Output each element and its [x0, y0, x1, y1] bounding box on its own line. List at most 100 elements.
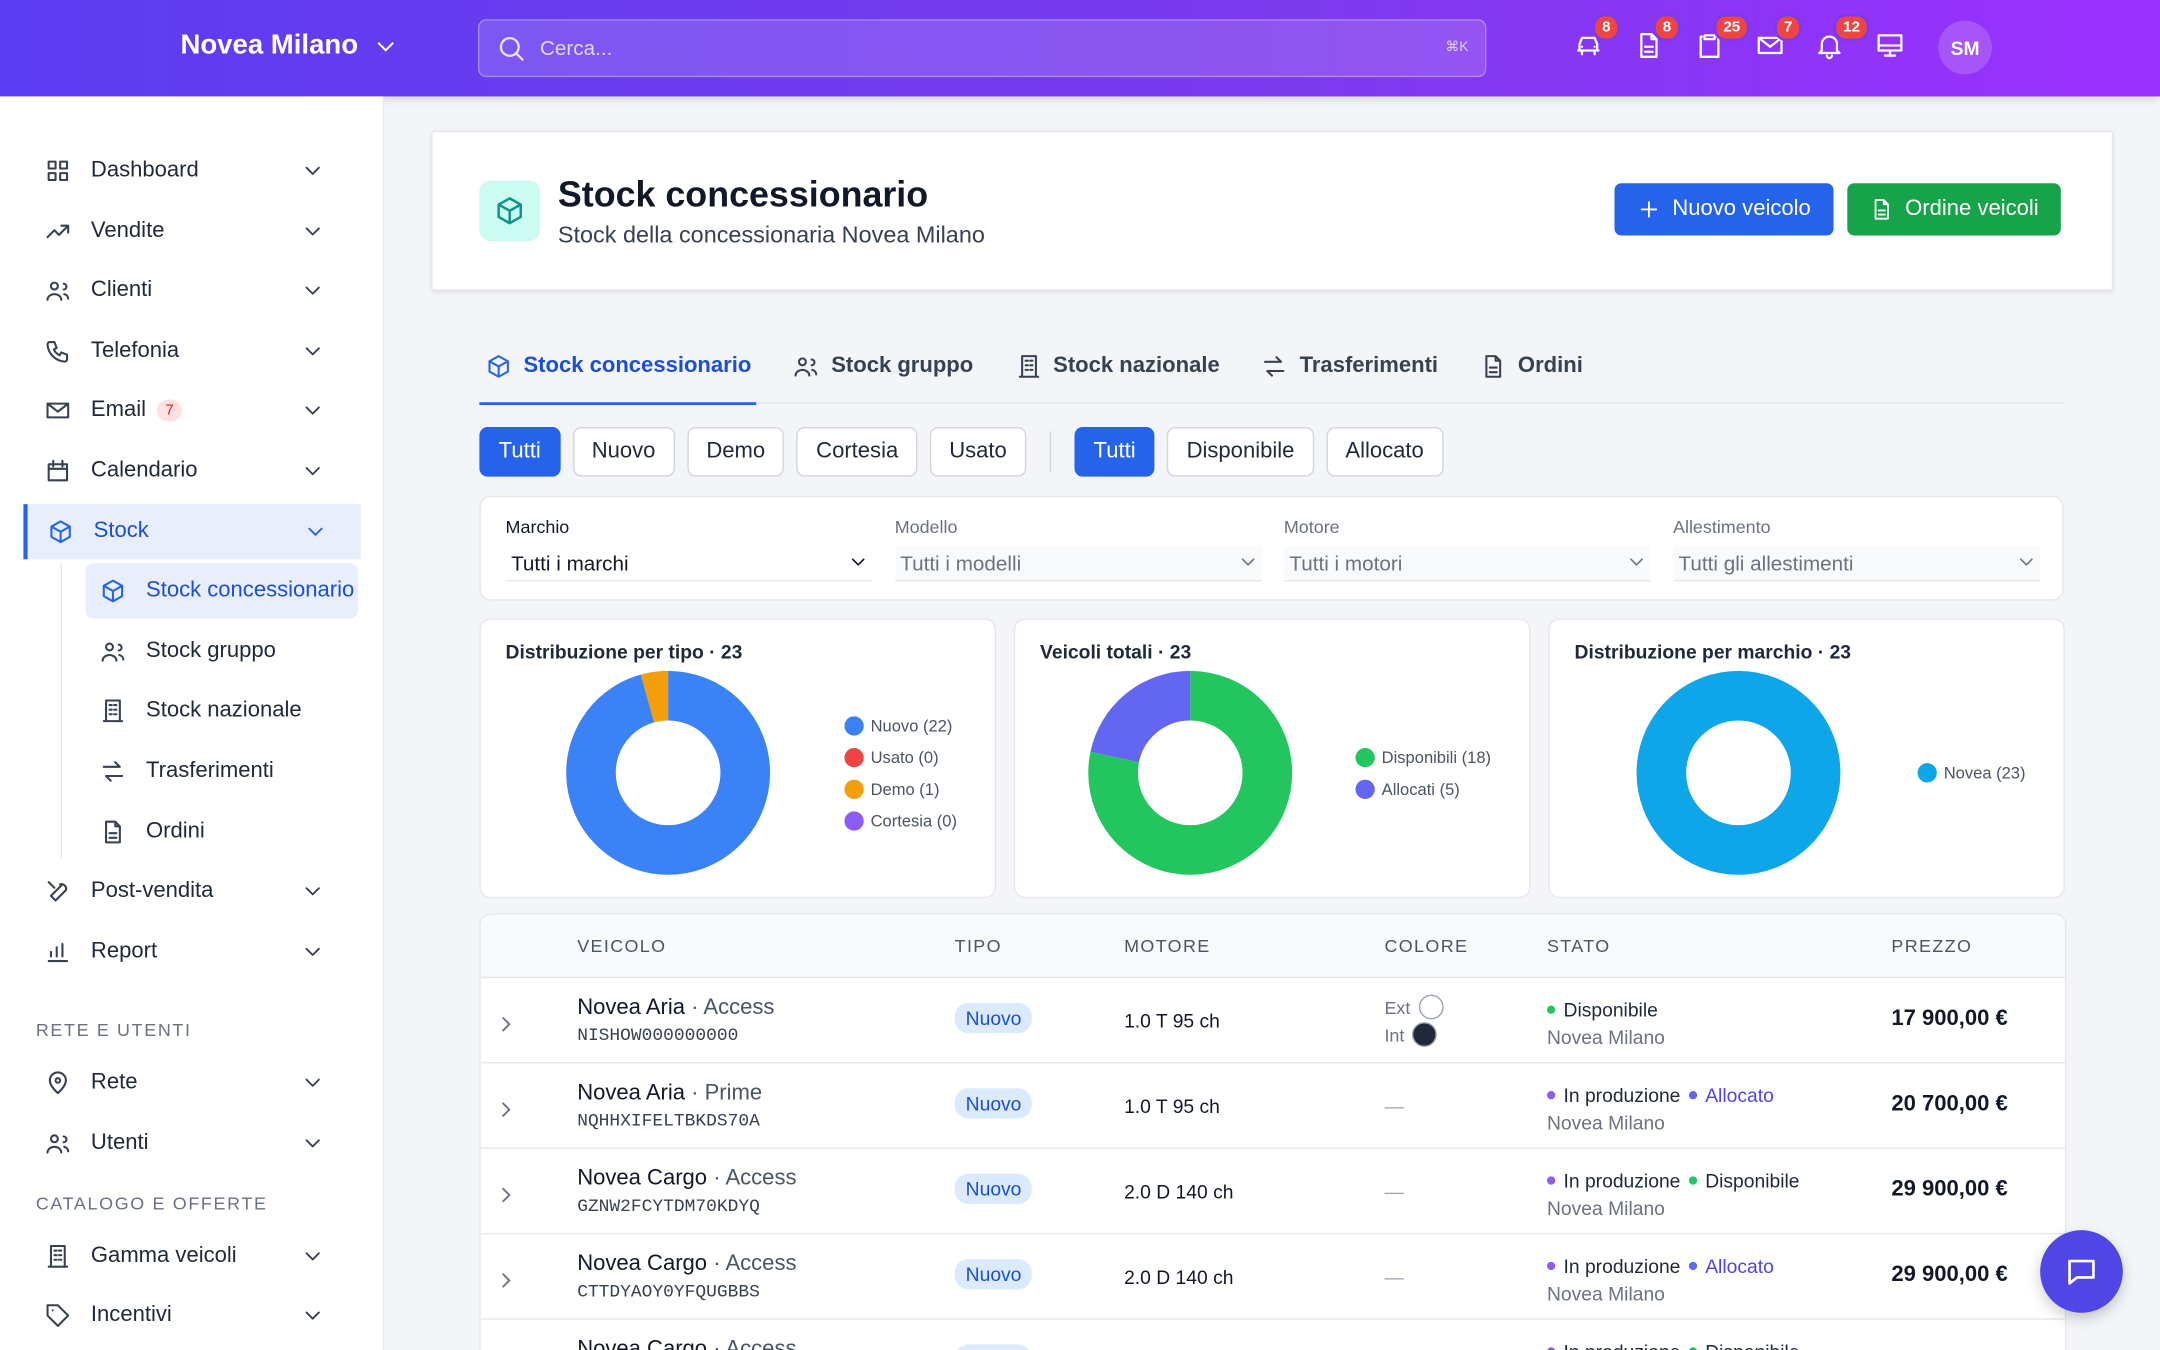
- icon: [46, 340, 69, 363]
- select-value: Tutti i modelli: [900, 552, 1022, 576]
- submenu-item[interactable]: Stock gruppo: [85, 624, 358, 679]
- donut-chart: [566, 670, 771, 875]
- header-icon[interactable]: 8: [1634, 13, 1681, 63]
- legend-item[interactable]: Disponibili (18): [1355, 741, 1491, 773]
- nav-item[interactable]: Clienti: [25, 263, 358, 318]
- legend-swatch: [1355, 779, 1375, 799]
- filter-chip[interactable]: Usato: [929, 427, 1027, 477]
- column-header: PREZZO: [1891, 935, 1973, 957]
- avatar[interactable]: SM: [1938, 20, 1992, 75]
- icon: [47, 1244, 69, 1268]
- nav-item[interactable]: Vendite: [25, 203, 358, 258]
- nav-item[interactable]: Dashboard: [25, 143, 358, 198]
- icon: [47, 459, 69, 482]
- chat-button[interactable]: [2040, 1230, 2123, 1313]
- nav-label: Utenti: [90, 1130, 149, 1155]
- header-icon[interactable]: 12: [1814, 13, 1870, 63]
- legend-item[interactable]: Allocati (5): [1355, 773, 1460, 805]
- header-icon[interactable]: 8: [1573, 13, 1621, 63]
- submenu-item[interactable]: Ordini: [85, 804, 358, 859]
- chip-row: Tutti Nuovo Demo Cortesia Usato Tutti Disponib…: [479, 427, 1444, 477]
- icon: [1485, 355, 1502, 378]
- table-row[interactable]: Novea Aria · Prime NQHHXIFELTBKDS70A Nuovo…: [480, 1062, 2065, 1149]
- tab[interactable]: Stock gruppo: [787, 331, 979, 403]
- icon: [308, 527, 323, 536]
- column-header: TIPO: [954, 935, 1002, 957]
- vin: GZNW2FCYTDM70KDYQ: [577, 1195, 760, 1217]
- table-row[interactable]: Novea Aria · Access NISHOW000000000 Nuovo 1…: [480, 976, 2065, 1064]
- color-dot: [1418, 994, 1444, 1020]
- status-text: In produzione: [1564, 1340, 1681, 1350]
- filter-chip[interactable]: Demo: [687, 427, 785, 477]
- table-row[interactable]: Novea Cargo · Access CTTDYAOY0YFQUGBBS Nuo…: [480, 1232, 2065, 1320]
- tab[interactable]: Ordini: [1474, 331, 1588, 403]
- chart-title: Veicoli totali · 23: [1040, 640, 1192, 663]
- nav-item[interactable]: Stock: [23, 503, 361, 559]
- nav-item[interactable]: Incentivi: [25, 1288, 358, 1343]
- nav-item[interactable]: Utenti: [25, 1116, 358, 1171]
- filter-chip[interactable]: Disponibile: [1167, 427, 1314, 477]
- icon: [795, 357, 818, 377]
- notification-badge: 8: [1653, 13, 1681, 42]
- filter-chip[interactable]: Tutti: [479, 427, 561, 477]
- nav-item[interactable]: Telefonia: [25, 323, 358, 378]
- select[interactable]: Tutti gli allestimenti: [1673, 546, 2040, 582]
- submenu-item[interactable]: Stock concessionario: [85, 563, 359, 619]
- expand-chevron: [494, 1097, 526, 1122]
- legend-item[interactable]: Demo (1): [844, 773, 940, 805]
- action-button[interactable]: Ordine veicoli: [1847, 183, 2061, 236]
- chart-title: Distribuzione per marchio · 23: [1574, 640, 1852, 663]
- action-button[interactable]: Nuovo veicolo: [1614, 183, 1833, 236]
- status-dot: [1546, 1091, 1556, 1100]
- header-icon[interactable]: [1875, 30, 1908, 63]
- legend-item[interactable]: Novea (23): [1917, 757, 2026, 789]
- price: 29 900,00 €: [1891, 1177, 2008, 1202]
- select[interactable]: Tutti i marchi: [505, 546, 872, 582]
- select[interactable]: Tutti i modelli: [894, 546, 1262, 582]
- nav-item[interactable]: Rete: [25, 1056, 358, 1111]
- icon: [305, 226, 320, 235]
- status-dot: [1546, 1005, 1556, 1014]
- filter-label: Motore: [1283, 516, 1340, 538]
- table-row[interactable]: Novea Cargo · AccessNuovo—In produzioneD…: [480, 1318, 2065, 1350]
- filter-chip[interactable]: Tutti: [1074, 427, 1155, 477]
- nav-item[interactable]: Post-vendita: [25, 864, 358, 919]
- tab[interactable]: Trasferimenti: [1256, 331, 1444, 403]
- nav-item[interactable]: Gamma veicoli: [25, 1228, 358, 1283]
- vin: NQHHXIFELTBKDS70A: [577, 1110, 760, 1131]
- icon: [305, 166, 320, 175]
- legend-item[interactable]: Nuovo (22): [844, 709, 952, 741]
- filter-chip[interactable]: Cortesia: [796, 427, 918, 477]
- filter-chip[interactable]: Nuovo: [572, 427, 675, 477]
- legend-item[interactable]: Usato (0): [844, 741, 939, 773]
- brand: Novea Milano: [180, 30, 359, 61]
- submenu-item[interactable]: Trasferimenti: [85, 744, 358, 799]
- nav-item[interactable]: Email 7: [25, 383, 358, 438]
- color-label: Ext: [1384, 996, 1411, 1018]
- legend-label: Cortesia (0): [870, 810, 957, 830]
- select-value: Tutti i marchi: [511, 552, 629, 576]
- header-icon[interactable]: 25: [1694, 13, 1750, 63]
- tabs: Stock concessionario Stock gruppo Stock na…: [479, 331, 2064, 405]
- status-dot: [1688, 1176, 1697, 1185]
- nav-item[interactable]: Calendario: [25, 444, 358, 499]
- tab[interactable]: Stock concessionario: [479, 331, 757, 405]
- donut-chart: [1636, 670, 1841, 875]
- select[interactable]: Tutti i motori: [1283, 546, 1651, 582]
- table-row[interactable]: Novea Cargo · Access GZNW2FCYTDM70KDYQ Nuo…: [480, 1147, 2065, 1235]
- submenu-item[interactable]: Stock nazionale: [85, 684, 358, 739]
- filter-chip[interactable]: Allocato: [1326, 427, 1444, 477]
- nav-item[interactable]: Report: [25, 924, 358, 979]
- legend-swatch: [844, 715, 864, 735]
- submenu-label: Stock concessionario: [146, 578, 355, 603]
- nav-label: Vendite: [90, 218, 165, 242]
- header-icon[interactable]: 7: [1755, 13, 1803, 63]
- pill: Nuovo: [954, 1173, 1033, 1204]
- type-pill: Nuovo: [954, 1259, 1033, 1290]
- legend-item[interactable]: Cortesia (0): [844, 804, 957, 836]
- legend-swatch: [1917, 763, 1937, 783]
- tab[interactable]: Stock nazionale: [1009, 331, 1225, 403]
- location: Novea Milano: [1546, 1111, 1665, 1134]
- search-box[interactable]: Cerca... ⌘K: [478, 19, 1487, 78]
- icon: [102, 699, 124, 723]
